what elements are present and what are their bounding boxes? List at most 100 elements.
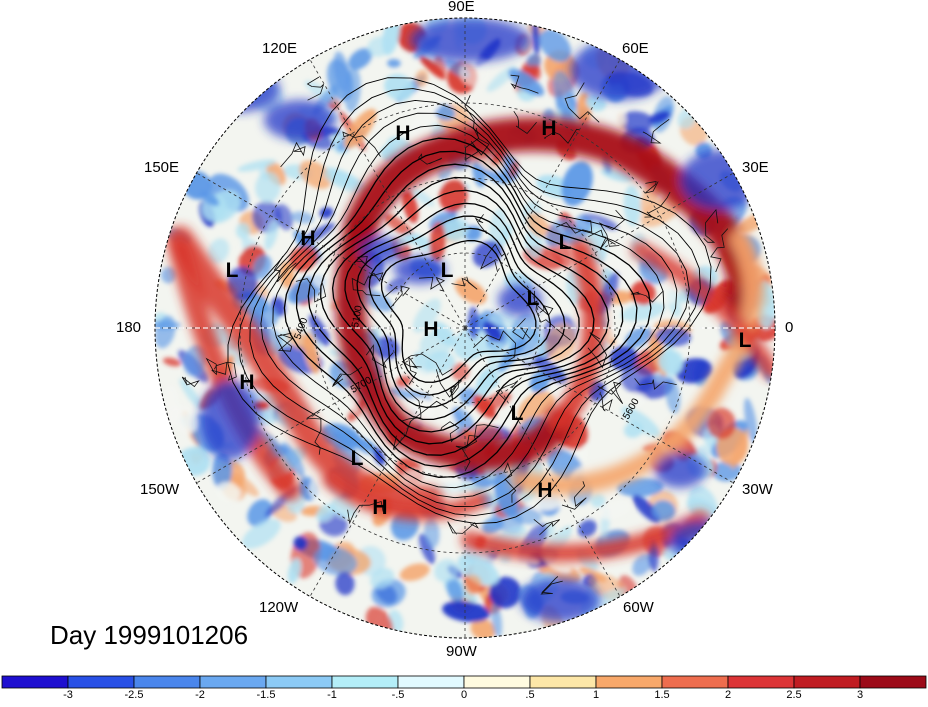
anomaly-blotch xyxy=(160,266,177,284)
coastlines xyxy=(181,74,729,595)
coastline-segment xyxy=(526,300,571,341)
coastline-segment xyxy=(365,344,394,369)
anomaly-blotch xyxy=(621,406,661,437)
anomaly-blotch xyxy=(424,517,440,548)
high-pressure-marker: H xyxy=(423,318,438,341)
colorbar-tick-label: 1.5 xyxy=(654,689,670,701)
anomaly-blotch xyxy=(470,618,496,638)
colorbar-tick-label: -1.5 xyxy=(256,689,276,701)
anomaly-blotch xyxy=(287,558,301,584)
colorbar-swatch xyxy=(133,675,201,689)
anomaly-blotch xyxy=(287,330,308,350)
anomaly-band xyxy=(631,241,775,379)
colorbar-tick-label: .5 xyxy=(525,689,535,701)
anomaly-blotch xyxy=(350,396,359,414)
coastline-segment xyxy=(495,380,519,401)
anomaly-blotch xyxy=(658,350,683,375)
colorbar-swatch xyxy=(199,675,267,689)
height-contour xyxy=(368,227,551,396)
anomaly-blotch xyxy=(235,222,251,240)
anomaly-blotch xyxy=(247,499,273,527)
colorbar-tick-label: -1 xyxy=(327,689,337,701)
coastline-segment xyxy=(331,366,363,387)
anomaly-blotch xyxy=(215,481,241,504)
colorbar-tick-label: 2.5 xyxy=(786,689,802,701)
coastline-segment xyxy=(450,379,463,402)
high-pressure-marker: H xyxy=(372,496,387,519)
lon-label-180: 180 xyxy=(116,319,142,336)
height-contour xyxy=(227,77,712,524)
anomaly-blotch xyxy=(463,574,482,595)
anomaly-band xyxy=(461,511,709,563)
anomaly-blotch xyxy=(446,577,464,604)
anomaly-blotch xyxy=(632,495,661,523)
anomaly-blotch xyxy=(599,500,632,520)
anomaly-band xyxy=(549,239,605,431)
anomaly-blotch xyxy=(208,238,230,264)
anomaly-blotch xyxy=(316,503,336,522)
anomaly-blotch xyxy=(491,602,503,638)
coastline-segment xyxy=(510,74,539,94)
colorbar-tick-label: 3 xyxy=(856,689,864,701)
anomaly-blotch xyxy=(655,326,692,347)
anomaly-blotch xyxy=(481,517,504,534)
anomaly-blotch xyxy=(623,185,641,227)
coastline-segment xyxy=(534,290,554,316)
anomaly-blotch xyxy=(290,211,314,224)
coastline-segment xyxy=(181,376,200,388)
coastline-segment xyxy=(280,141,306,168)
high-pressure-marker: H xyxy=(395,122,410,145)
coastline-segment xyxy=(273,255,297,283)
anomaly-blotch xyxy=(475,367,494,398)
colorbar-swatch xyxy=(463,675,531,689)
coastline-segment xyxy=(513,110,537,135)
anomaly-blotch xyxy=(241,519,281,549)
height-contour xyxy=(344,202,580,421)
anomaly-blotch xyxy=(281,442,305,478)
colorbar-swatch xyxy=(595,675,663,689)
coastline-segment xyxy=(588,229,616,250)
meridian-line xyxy=(464,327,621,597)
anomaly-blotch xyxy=(620,365,655,394)
anomaly-blotch xyxy=(333,51,350,93)
anomaly-blotch xyxy=(651,500,676,522)
anomaly-blotch xyxy=(531,19,541,56)
coastline-segment xyxy=(451,276,478,290)
anomaly-blotch xyxy=(199,190,220,207)
meridian-line xyxy=(196,327,466,484)
coastline-segment xyxy=(306,76,324,101)
contour-label: 5100 xyxy=(350,304,365,328)
anomaly-blotch xyxy=(561,161,593,206)
anomaly-blotch xyxy=(604,107,626,129)
colorbar-tick-label: 1 xyxy=(592,689,600,701)
coastline-segment xyxy=(295,278,327,303)
cool-anomaly xyxy=(200,68,280,112)
anomaly-blotch xyxy=(419,55,446,80)
anomaly-blotch xyxy=(293,536,308,551)
anomaly-band xyxy=(166,226,444,514)
lon-label-90e: 90E xyxy=(448,0,475,15)
colorbar-swatch xyxy=(1,675,69,689)
anomaly-blotch xyxy=(410,188,435,207)
coastline-segment xyxy=(213,361,237,381)
anomaly-blotch xyxy=(418,533,436,565)
coastline-segment xyxy=(205,357,228,376)
coastline-segment xyxy=(556,219,593,234)
colorbar-swatch xyxy=(529,675,597,689)
meridian-line xyxy=(464,59,621,329)
cool-anomaly xyxy=(360,236,400,264)
colorbar-swatch xyxy=(331,675,399,689)
anomaly-blotch xyxy=(155,315,176,349)
meridian-line xyxy=(464,327,734,484)
anomaly-blotch xyxy=(399,563,430,581)
height-contour xyxy=(331,189,595,433)
low-pressure-marker: L xyxy=(441,259,454,282)
colorbar-tick-label: -2.5 xyxy=(124,689,144,701)
anomaly-blotch xyxy=(472,394,497,419)
lon-label-120w: 120W xyxy=(259,599,299,616)
coastline-segment xyxy=(710,228,729,273)
coastline-segment xyxy=(644,181,659,194)
lon-label-150w: 150W xyxy=(140,481,180,498)
anomaly-blotch xyxy=(590,493,606,508)
anomaly-blotch xyxy=(618,111,654,133)
